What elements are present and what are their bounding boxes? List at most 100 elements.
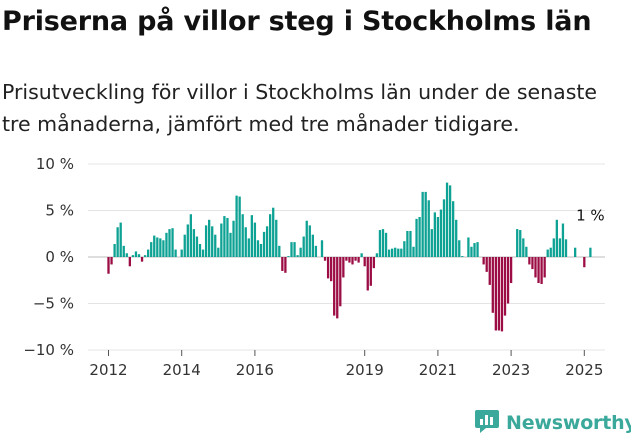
bar — [506, 257, 510, 304]
bar — [537, 257, 540, 284]
bar — [555, 219, 558, 257]
bar — [265, 226, 269, 257]
bar — [232, 220, 235, 257]
bar — [412, 246, 415, 257]
bar — [192, 229, 196, 257]
bar — [561, 223, 565, 257]
x-tick-label: 2016 — [236, 361, 274, 379]
bar — [287, 256, 290, 257]
bar — [256, 240, 260, 257]
bar — [281, 257, 284, 271]
bar — [223, 216, 226, 257]
bar — [354, 257, 357, 261]
bar — [122, 245, 125, 257]
bar — [458, 240, 461, 257]
bar — [235, 195, 238, 257]
bar — [269, 214, 272, 257]
bar — [494, 257, 497, 331]
bar — [333, 257, 336, 316]
bar — [143, 255, 147, 257]
bar — [293, 242, 296, 257]
bar — [174, 249, 177, 257]
bar — [546, 249, 549, 257]
bar — [162, 240, 165, 257]
bar — [156, 237, 159, 257]
bar — [302, 236, 305, 257]
newsworthy-brand[interactable]: Newsworthy — [474, 408, 631, 438]
bar — [131, 255, 135, 257]
bar — [238, 196, 241, 257]
bar — [299, 247, 302, 257]
y-tick-label: 0 % — [45, 248, 74, 266]
bar — [436, 217, 440, 257]
bar — [244, 227, 247, 257]
bar — [348, 257, 351, 263]
bar — [534, 257, 537, 278]
bar — [552, 238, 555, 257]
bar — [363, 257, 366, 267]
bar — [290, 242, 293, 257]
bar — [433, 212, 436, 257]
bar — [403, 241, 406, 257]
bar — [314, 245, 318, 257]
bar — [150, 242, 153, 257]
bar — [516, 229, 519, 257]
bar — [418, 217, 421, 257]
bar — [528, 257, 531, 265]
bar — [387, 249, 391, 257]
bar — [330, 257, 333, 282]
bar — [485, 257, 488, 272]
bar — [345, 257, 348, 261]
bar — [509, 257, 513, 284]
bar — [589, 247, 592, 257]
bar — [259, 243, 263, 257]
bar — [375, 253, 379, 257]
brand-name: Newsworthy — [506, 412, 631, 434]
bar — [360, 253, 363, 257]
bar — [296, 255, 299, 257]
bar — [250, 215, 253, 257]
bar — [455, 219, 458, 257]
bar — [220, 223, 223, 257]
bar — [214, 234, 217, 257]
bar — [165, 232, 168, 257]
bar — [427, 200, 430, 257]
chart-subtitle: Prisutveckling för villor i Stockholms l… — [2, 80, 598, 136]
bar — [311, 234, 314, 257]
bar — [125, 253, 128, 257]
bar — [186, 224, 189, 257]
bar — [128, 257, 131, 267]
x-axis-ticks: 2012 2014 2016 2019 2021 2023 2025 — [89, 350, 603, 379]
bar — [442, 199, 446, 257]
bar — [195, 236, 199, 257]
bar — [262, 231, 266, 257]
bar — [134, 251, 138, 257]
bar — [336, 257, 339, 319]
bar — [384, 232, 388, 257]
x-tick-label: 2019 — [346, 361, 384, 379]
bar — [278, 245, 281, 257]
bar — [476, 242, 479, 257]
bar — [564, 239, 568, 257]
bar — [159, 238, 162, 257]
bar — [153, 235, 156, 257]
bar — [241, 214, 244, 257]
bar — [421, 191, 424, 257]
bar — [381, 229, 385, 257]
bar — [110, 257, 113, 265]
bar — [470, 246, 473, 257]
x-tick-label: 2023 — [492, 361, 530, 379]
bar — [445, 182, 449, 257]
bar — [400, 248, 403, 257]
bar — [430, 229, 433, 257]
bar — [357, 257, 360, 263]
bar — [531, 257, 534, 270]
bar — [394, 247, 397, 257]
bar — [369, 257, 372, 286]
y-tick-label: −10 % — [23, 341, 74, 359]
bar — [323, 257, 327, 261]
bar — [519, 230, 522, 257]
bar — [448, 185, 452, 257]
x-tick-label: 2012 — [89, 361, 127, 379]
bar — [137, 254, 141, 257]
